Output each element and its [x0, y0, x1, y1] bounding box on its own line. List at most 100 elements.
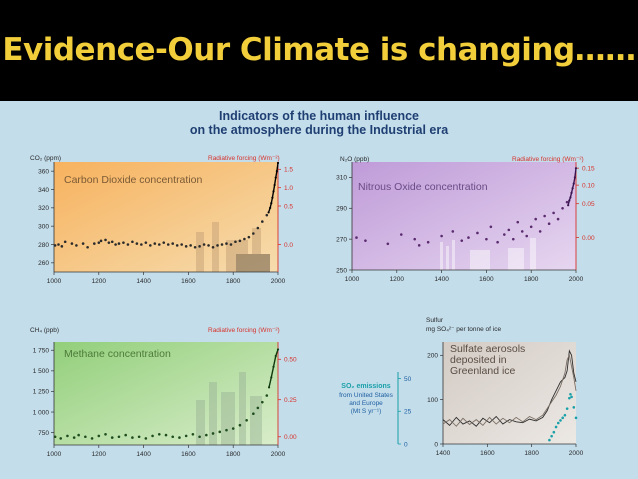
- co2-instrumental-point: [267, 211, 270, 214]
- ch4-y-tick-label: 1 500: [33, 368, 50, 375]
- n2o-instrumental-point: [570, 191, 573, 194]
- co2-x-tick-label: 2000: [271, 278, 286, 285]
- ch4-instrumental-point: [276, 348, 280, 351]
- ch4-data-point: [72, 436, 76, 439]
- co2-data-point: [238, 239, 242, 243]
- n2o-data-point: [489, 225, 493, 229]
- co2-data-point: [184, 245, 188, 248]
- so2-emission-point: [548, 438, 551, 442]
- n2o-data-point: [529, 225, 533, 229]
- n2o-data-point: [451, 230, 455, 233]
- co2-data-point: [110, 240, 114, 244]
- co2-forcing-tick-label: 1.5: [284, 167, 293, 174]
- co2-data-point: [122, 241, 125, 244]
- co2-y-tick-label: 280: [38, 242, 49, 249]
- ch4-data-point: [252, 412, 255, 415]
- n2o-data-point: [440, 234, 443, 238]
- n2o-instrumental-point: [569, 196, 572, 199]
- co2-data-point: [265, 213, 269, 217]
- n2o-data-point: [556, 217, 560, 221]
- co2-data-point: [126, 243, 130, 246]
- n2o-instrumental-point: [567, 204, 570, 207]
- ch4-data-point: [131, 436, 134, 439]
- ch4-data-point: [218, 430, 222, 434]
- ch4-data-point: [157, 432, 161, 436]
- n2o-forcing-tick-label: 0.00: [582, 235, 595, 242]
- ch4-data-point: [104, 432, 107, 436]
- co2-x-tick-label: 1800: [226, 278, 241, 285]
- ch4-data-point: [231, 427, 235, 430]
- ch4-data-point: [256, 406, 260, 410]
- ch4-right-axis-label: Radiative forcing (Wm⁻²): [208, 327, 280, 334]
- n2o-instrumental-point: [573, 176, 576, 179]
- sulfur-y-tick-label: 0: [434, 441, 438, 448]
- sulfur-panel: Sulfur mg SO₄²⁻ per tonne of ice Sulfate…: [339, 317, 584, 457]
- so2-emission-point: [569, 392, 572, 396]
- n2o-data-point: [552, 211, 555, 215]
- co2-data-point: [53, 244, 57, 247]
- ch4-data-point: [84, 435, 87, 439]
- ch4-data-point: [225, 428, 228, 432]
- co2-data-point: [256, 226, 260, 230]
- ch4-x-tick-label: 1200: [92, 451, 107, 458]
- co2-data-point: [153, 242, 157, 245]
- so2-emission-point: [570, 395, 573, 399]
- ch4-forcing-tick-label: 0.50: [284, 357, 297, 364]
- n2o-data-point: [496, 240, 499, 244]
- co2-data-point: [114, 243, 117, 246]
- n2o-x-tick-label: 1600: [479, 276, 494, 283]
- title-bar: Evidence-Our Climate is changing……: [0, 0, 638, 101]
- co2-instrumental-point: [276, 161, 280, 165]
- co2-y-tick-label: 320: [38, 205, 49, 212]
- n2o-data-point: [534, 217, 537, 221]
- n2o-forcing-tick-label: 0.15: [582, 165, 595, 172]
- co2-instrumental-point: [271, 196, 274, 199]
- co2-data-point: [140, 243, 143, 246]
- ch4-data-point: [261, 400, 264, 404]
- so2-emission-point: [568, 396, 571, 400]
- so2-emission-point: [554, 425, 558, 429]
- figure-panel: Indicators of the human influence on the…: [0, 101, 638, 479]
- co2-data-point: [225, 242, 228, 245]
- n2o-x-tick-label: 1800: [524, 276, 539, 283]
- ch4-data-point: [117, 435, 121, 439]
- co2-data-point: [86, 245, 89, 249]
- co2-data-point: [75, 244, 78, 247]
- co2-data-point: [189, 244, 192, 247]
- so2-label-line3: and Europe: [349, 400, 383, 407]
- co2-x-tick-label: 1200: [92, 278, 107, 285]
- co2-data-point: [211, 245, 215, 249]
- ch4-data-point: [178, 436, 181, 439]
- ch4-data-point: [205, 433, 208, 437]
- co2-data-point: [198, 245, 201, 248]
- n2o-instrumental-point: [572, 182, 575, 185]
- ch4-data-point: [211, 432, 215, 435]
- co2-forcing-tick-label: 1.0: [284, 185, 293, 192]
- sulfur-x-tick-label: 2000: [569, 450, 584, 457]
- ch4-data-point: [151, 434, 154, 438]
- n2o-data-point: [547, 222, 551, 226]
- so2-emission-point: [556, 421, 560, 425]
- n2o-panel-title: Nitrous Oxide concentration: [358, 181, 488, 193]
- figure-svg: Indicators of the human influence on the…: [30, 109, 595, 458]
- n2o-right-axis-label: Radiative forcing (Wm⁻²): [512, 156, 584, 163]
- so2-tick-label: 25: [404, 409, 412, 416]
- co2-data-point: [99, 239, 103, 243]
- co2-data-point: [216, 244, 219, 247]
- co2-data-point: [107, 241, 111, 244]
- ch4-data-point: [53, 435, 57, 439]
- ch4-y-tick-label: 1 000: [33, 409, 50, 416]
- n2o-data-point: [561, 206, 564, 210]
- co2-data-point: [162, 241, 166, 244]
- sulfur-series-line-1: [442, 349, 577, 427]
- n2o-forcing-tick-label: 0.10: [582, 182, 595, 189]
- co2-forcing-tick-label: 0.0: [284, 242, 293, 249]
- co2-y-axis-label: CO₂ (ppm): [30, 155, 61, 162]
- ch4-panel-title: Methane concentration: [64, 348, 171, 360]
- ch4-data-point: [90, 437, 94, 440]
- n2o-data-point: [507, 228, 511, 232]
- n2o-data-point: [426, 240, 430, 244]
- ch4-instrumental-point: [274, 354, 277, 358]
- co2-data-point: [157, 243, 161, 246]
- n2o-data-point: [399, 233, 403, 236]
